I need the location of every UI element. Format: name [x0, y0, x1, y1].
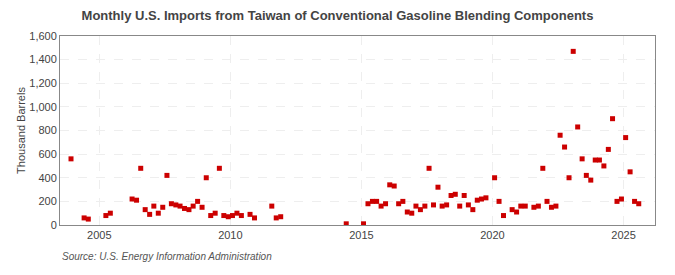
svg-text:2020: 2020	[480, 229, 504, 241]
svg-text:600: 600	[38, 148, 56, 160]
svg-text:2015: 2015	[349, 229, 373, 241]
svg-text:Thousand Barrels: Thousand Barrels	[15, 87, 27, 174]
svg-text:0: 0	[51, 219, 57, 231]
svg-text:Source: U.S. Energy Informatio: Source: U.S. Energy Information Administ…	[62, 251, 272, 262]
svg-text:1,600: 1,600	[29, 30, 57, 42]
svg-text:Monthly U.S. Imports from Taiw: Monthly U.S. Imports from Taiwan of Conv…	[82, 8, 594, 23]
svg-text:2005: 2005	[87, 229, 111, 241]
svg-text:200: 200	[38, 195, 56, 207]
svg-text:1,000: 1,000	[29, 101, 57, 113]
svg-text:1,200: 1,200	[29, 77, 57, 89]
svg-text:2010: 2010	[218, 229, 242, 241]
svg-text:400: 400	[38, 172, 56, 184]
svg-text:1,400: 1,400	[29, 53, 57, 65]
svg-text:800: 800	[38, 124, 56, 136]
svg-text:2025: 2025	[611, 229, 635, 241]
